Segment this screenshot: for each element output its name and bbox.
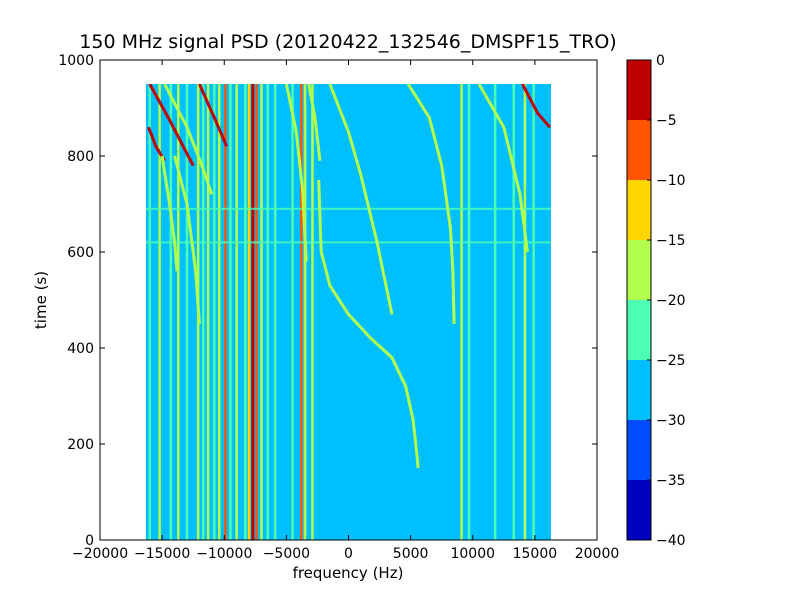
y-tick-label: 1000 bbox=[58, 53, 94, 69]
heatmap-vertical-line bbox=[303, 84, 307, 540]
colorbar-segment bbox=[627, 120, 651, 180]
heatmap-vertical-line bbox=[244, 84, 247, 540]
heatmap-vertical-line bbox=[251, 84, 255, 540]
heatmap-vertical-line bbox=[218, 84, 221, 540]
colorbar-tick-label: −20 bbox=[656, 293, 686, 309]
heatmap-vertical-line bbox=[158, 84, 161, 540]
heatmap-horizontal-line bbox=[145, 241, 552, 244]
heatmap-vertical-line bbox=[493, 84, 497, 540]
heatmap-curve bbox=[284, 84, 308, 262]
heatmap-curve bbox=[307, 84, 322, 161]
heatmap-vertical-line bbox=[247, 84, 251, 540]
chart-title: 150 MHz signal PSD (20120422_132546_DMSP… bbox=[79, 31, 616, 53]
heatmap-vertical-line bbox=[177, 84, 180, 540]
colorbar-tick-label: 0 bbox=[656, 53, 665, 69]
colorbar-segment bbox=[627, 180, 651, 240]
heatmap-vertical-line bbox=[213, 84, 216, 540]
heatmap-vertical-line bbox=[291, 84, 294, 540]
heatmap-vertical-line bbox=[512, 84, 516, 540]
colorbar-segment bbox=[627, 420, 651, 480]
heatmap-curve bbox=[198, 84, 229, 147]
heatmap-curve bbox=[477, 84, 529, 253]
colorbar-segment bbox=[627, 360, 651, 420]
colorbar-tick-label: −15 bbox=[656, 233, 686, 249]
heatmap-vertical-line bbox=[235, 84, 238, 540]
colorbar-segment bbox=[627, 240, 651, 300]
heatmap-curve bbox=[317, 179, 420, 469]
heatmap-curve bbox=[148, 84, 195, 167]
colorbar-segment bbox=[627, 60, 651, 120]
heatmap-vertical-line bbox=[300, 84, 303, 540]
heatmap-vertical-line bbox=[185, 84, 189, 540]
heatmap-vertical-line bbox=[148, 84, 151, 540]
colorbar-tick-label: −35 bbox=[656, 473, 686, 489]
heatmap-vertical-line bbox=[255, 84, 258, 540]
colorbar-segment bbox=[627, 300, 651, 360]
heatmap-curve bbox=[406, 84, 456, 325]
colorbar-tick-label: −40 bbox=[656, 533, 686, 549]
heatmap-vertical-line bbox=[206, 84, 210, 540]
heatmap-vertical-line bbox=[311, 84, 314, 540]
y-axis-label: time (s) bbox=[32, 271, 50, 329]
heatmap-vertical-line bbox=[224, 84, 227, 540]
heatmap-features bbox=[145, 84, 552, 540]
heatmap-curve bbox=[328, 84, 394, 315]
y-tick-label: 400 bbox=[67, 341, 94, 357]
heatmap-vertical-line bbox=[532, 84, 535, 540]
x-tick-label: 10000 bbox=[450, 546, 495, 562]
colorbar-segment bbox=[627, 480, 651, 540]
heatmap-vertical-line bbox=[467, 84, 471, 540]
colorbar-tick-label: −25 bbox=[656, 353, 686, 369]
heatmap-vertical-line bbox=[460, 84, 463, 540]
heatmap-vertical-line bbox=[201, 84, 205, 540]
spectrogram-heatmap bbox=[145, 84, 552, 540]
heatmap-vertical-line bbox=[229, 84, 232, 540]
heatmap-horizontal-line bbox=[145, 207, 552, 210]
heatmap-curve bbox=[173, 155, 201, 325]
y-tick-label: 600 bbox=[67, 245, 94, 261]
heatmap-curve bbox=[521, 84, 551, 129]
x-tick-label: 0 bbox=[344, 546, 353, 562]
y-tick-label: 800 bbox=[67, 149, 94, 165]
y-tick-label: 0 bbox=[85, 533, 94, 549]
x-axis-label: frequency (Hz) bbox=[293, 564, 404, 582]
x-tick-label: 20000 bbox=[575, 546, 620, 562]
heatmap-vertical-line bbox=[273, 84, 277, 540]
heatmap-curve bbox=[163, 84, 214, 195]
x-tick-label: −15000 bbox=[134, 546, 190, 562]
x-tick-label: 5000 bbox=[393, 546, 429, 562]
y-tick-label: 200 bbox=[67, 437, 94, 453]
heatmap-vertical-line bbox=[266, 84, 269, 540]
x-tick-label: 15000 bbox=[513, 546, 558, 562]
heatmap-vertical-line bbox=[260, 84, 263, 540]
colorbar-tick-label: −5 bbox=[656, 113, 677, 129]
colorbar: −40 −35 −30 −25 −20 −15 −10 −5 0 bbox=[626, 53, 686, 549]
heatmap-vertical-line bbox=[169, 84, 173, 540]
heatmap-vertical-line bbox=[523, 84, 527, 540]
colorbar-tick-label: −10 bbox=[656, 173, 686, 189]
heatmap-curve bbox=[160, 155, 179, 272]
heatmap-curve bbox=[147, 126, 166, 162]
colorbar-tick-label: −30 bbox=[656, 413, 686, 429]
x-tick-label: −20000 bbox=[72, 546, 128, 562]
plot-axes: −20000 −15000 −10000 −5000 0 5000 10000 15000 20… bbox=[58, 53, 619, 562]
x-tick-label: −5000 bbox=[263, 546, 310, 562]
x-tick-label: −10000 bbox=[196, 546, 252, 562]
